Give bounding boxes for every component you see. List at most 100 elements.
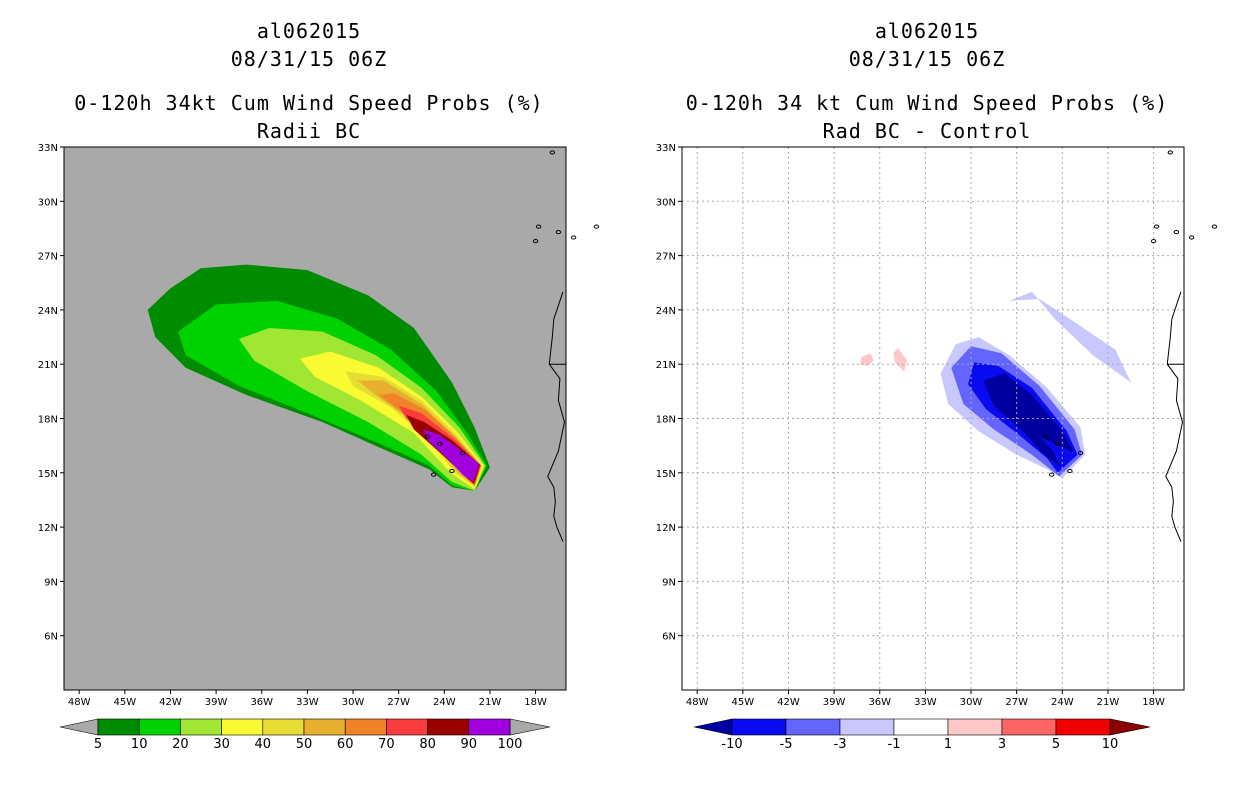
x-tick-label: 48W: [686, 697, 709, 708]
island: [535, 224, 542, 229]
contour--10: [983, 373, 1075, 468]
x-tick-label: 30W: [960, 697, 983, 708]
chart-title: 0-120h 34 kt Cum Wind Speed Probs (%): [685, 91, 1169, 115]
island: [1211, 224, 1218, 229]
colorbar-arrow-high: [509, 718, 551, 736]
colorbar-segment: [262, 718, 305, 736]
x-tick-label: 18W: [1142, 697, 1165, 708]
colorbar-segment: [97, 718, 140, 736]
chart-subtitle: Rad BC - Control: [822, 119, 1032, 143]
x-tick-label: 21W: [1097, 697, 1120, 708]
x-tick-label: 39W: [205, 697, 228, 708]
colorbar-arrow-high: [1109, 718, 1151, 736]
x-tick-label: 45W: [114, 697, 137, 708]
island: [1055, 441, 1061, 446]
colorbar-label: -10: [721, 737, 742, 752]
colorbar-label: -1: [888, 737, 901, 752]
colorbar-segment: [947, 718, 1003, 736]
y-tick-label: 30N: [656, 197, 676, 208]
colorbar-label: 50: [296, 737, 313, 752]
island: [549, 150, 556, 155]
island: [1042, 434, 1049, 439]
colorbar-label: 30: [213, 737, 230, 752]
island: [1077, 450, 1084, 455]
colorbar-label: 80: [419, 737, 436, 752]
colorbar-segment: [731, 718, 787, 736]
colorbar-segment: [386, 718, 428, 736]
island: [1188, 235, 1195, 240]
y-tick-label: 21N: [38, 360, 58, 371]
x-tick-label: 39W: [823, 697, 846, 708]
storm-id: al062015: [256, 19, 362, 43]
colorbar-segment: [785, 718, 841, 736]
y-tick-label: 12N: [656, 523, 676, 534]
island: [1167, 150, 1174, 155]
y-tick-label: 9N: [44, 577, 58, 588]
colorbar-segment: [138, 718, 181, 736]
colorbar-label: 10: [131, 737, 148, 752]
chart-title: 0-120h 34kt Cum Wind Speed Probs (%): [74, 91, 544, 115]
x-tick-label: 33W: [296, 697, 319, 708]
x-tick-label: 18W: [524, 697, 547, 708]
y-tick-label: 15N: [656, 469, 676, 480]
y-tick-label: 15N: [38, 469, 58, 480]
island: [1048, 472, 1055, 477]
x-tick-label: 24W: [433, 697, 456, 708]
y-tick-label: 30N: [38, 197, 58, 208]
contour-20: [238, 328, 486, 491]
contour--1: [1009, 291, 1131, 383]
island: [430, 472, 437, 477]
x-tick-label: 27W: [1005, 697, 1028, 708]
coastline: [547, 291, 565, 542]
x-tick-label: 36W: [250, 697, 273, 708]
colorbar-label: 20: [172, 737, 189, 752]
right-panel: al062015 08/31/15 06Z 0-120h 34 kt Cum W…: [618, 0, 1236, 800]
x-tick-label: 42W: [159, 697, 182, 708]
contour-1: [860, 353, 874, 366]
valid-time: 08/31/15 06Z: [230, 47, 388, 71]
y-tick-label: 33N: [656, 143, 676, 154]
colorbar-label: -3: [834, 737, 847, 752]
island: [459, 450, 466, 455]
island: [1067, 468, 1073, 474]
y-tick-label: 12N: [38, 523, 58, 534]
island: [424, 434, 431, 439]
island: [570, 235, 577, 240]
valid-time: 08/31/15 06Z: [848, 47, 1006, 71]
y-tick-label: 27N: [38, 252, 58, 263]
colorbar-segment: [1055, 718, 1111, 736]
y-tick-label: 24N: [38, 306, 58, 317]
colorbar-arrow-low: [59, 718, 99, 736]
island: [532, 239, 539, 244]
island: [1153, 224, 1160, 229]
y-tick-label: 6N: [662, 632, 676, 643]
y-tick-label: 18N: [38, 415, 58, 426]
island: [1150, 239, 1157, 244]
colorbar-label: 70: [378, 737, 395, 752]
x-tick-label: 21W: [479, 697, 502, 708]
x-tick-label: 45W: [732, 697, 755, 708]
island: [593, 224, 600, 229]
island: [449, 468, 455, 474]
x-tick-label: 33W: [914, 697, 937, 708]
colorbar-segment: [344, 718, 387, 736]
colorbar-label: 1: [944, 737, 952, 752]
colorbar-segment: [180, 718, 222, 736]
storm-id: al062015: [874, 19, 980, 43]
colorbar-label: 90: [461, 737, 478, 752]
colorbar-label: 5: [94, 737, 102, 752]
y-tick-label: 24N: [656, 306, 676, 317]
y-tick-label: 18N: [656, 415, 676, 426]
left-panel: al062015 08/31/15 06Z 0-120h 34kt Cum Wi…: [38, 19, 600, 752]
island: [1173, 229, 1180, 235]
y-tick-label: 33N: [38, 143, 58, 154]
x-tick-label: 42W: [777, 697, 800, 708]
chart-subtitle: Radii BC: [256, 119, 362, 143]
colorbar-segment: [1001, 718, 1057, 736]
colorbar-segment: [427, 718, 470, 736]
colorbar-label: 10: [1102, 737, 1119, 752]
y-tick-label: 21N: [656, 360, 676, 371]
colorbar-segment: [839, 718, 895, 736]
colorbar-label: 40: [255, 737, 272, 752]
difference-map: 48W 45W 42W 39W 36W 33W 30W 27W 24W 21W 18W 6N 9N 12N…: [656, 143, 1218, 752]
